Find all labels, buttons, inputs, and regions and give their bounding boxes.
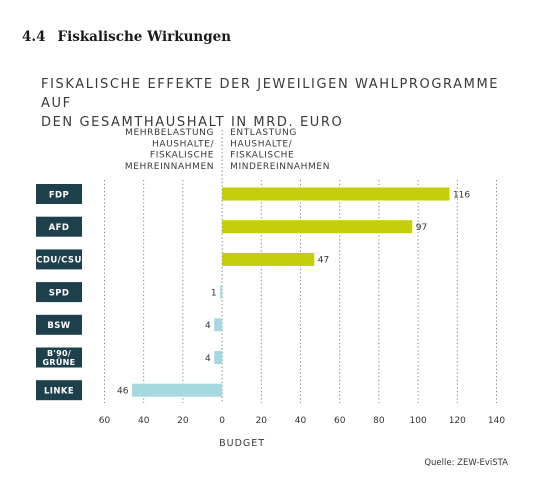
x-tick-label-0: 60 (99, 416, 111, 426)
x-tick-label-5: 40 (295, 416, 307, 426)
x-tick-label-3: 0 (219, 416, 225, 426)
bar-7 (131, 383, 223, 397)
left-header-line-2: HAUSHALTE/ (152, 139, 215, 149)
value-label-1: 116 (453, 190, 470, 200)
category-label-6-line-1: B'90/ (47, 349, 71, 358)
x-tick-label-1: 40 (138, 416, 150, 426)
right-header-line-1: ENTLASTUNG (230, 128, 297, 138)
value-label-5: 4 (205, 321, 211, 331)
section-number: 4.4 (22, 29, 46, 45)
bar-3 (222, 252, 315, 266)
category-box-3 (36, 249, 82, 270)
x-tick-label-10: 140 (488, 416, 505, 426)
category-label-1: FDP (49, 190, 69, 200)
x-tick-label-9: 120 (449, 416, 466, 426)
bar-2 (222, 220, 413, 234)
bar-6 (214, 351, 223, 364)
x-tick-label-6: 60 (334, 416, 346, 426)
x-tick-label-2: 20 (177, 416, 189, 426)
category-box-6 (36, 347, 82, 368)
x-tick-label-8: 100 (410, 416, 427, 426)
category-label-6-line-2: GRÜNE (43, 357, 76, 367)
value-label-6: 4 (205, 354, 211, 364)
bar-5 (214, 318, 223, 332)
category-label-4: SPD (49, 288, 70, 298)
chart-title-line-1: FISKALISCHE EFFEKTE DER JEWEILIGEN WAHLP… (41, 77, 500, 111)
right-header-line-2: HAUSHALTE/ (230, 139, 293, 149)
right-header-line-4: MINDEREINNAHMEN (230, 162, 330, 172)
left-header-line-3: FISKALISCHE (150, 151, 214, 161)
section-title: Fiskalische Wirkungen (57, 29, 232, 45)
category-label-7: LINKE (44, 387, 74, 397)
left-header-line-4: MEHREINNAHMEN (125, 162, 214, 172)
right-header-line-3: FISKALISCHE (230, 151, 294, 161)
bar-1 (222, 187, 450, 201)
section-heading: 4.4 Fiskalische Wirkungen (22, 29, 231, 45)
chart-title: FISKALISCHE EFFEKTE DER JEWEILIGEN WAHLP… (41, 75, 511, 132)
category-label-5: BSW (47, 321, 70, 331)
value-label-4: 1 (211, 288, 217, 298)
category-label-3: CDU/CSU (36, 256, 82, 266)
category-label-2: AFD (49, 223, 70, 233)
value-label-7: 46 (117, 387, 129, 397)
chart-title-line-2: DEN GESAMTHAUSHALT IN MRD. EURO (41, 115, 344, 130)
category-box-1 (36, 184, 82, 204)
category-box-4 (36, 282, 82, 303)
x-axis-label: BUDGET (219, 438, 265, 449)
category-box-5 (36, 314, 82, 335)
value-label-3: 47 (318, 256, 329, 266)
x-tick-label-4: 20 (256, 416, 268, 426)
source-note: Quelle: ZEW-EviSTA (424, 458, 508, 468)
left-header-line-1: MEHRBELASTUNG (125, 128, 214, 138)
x-tick-label-7: 80 (373, 416, 385, 426)
category-box-2 (36, 216, 82, 237)
value-label-2: 97 (416, 223, 427, 233)
bar-4 (220, 285, 223, 299)
category-box-7 (36, 380, 82, 401)
